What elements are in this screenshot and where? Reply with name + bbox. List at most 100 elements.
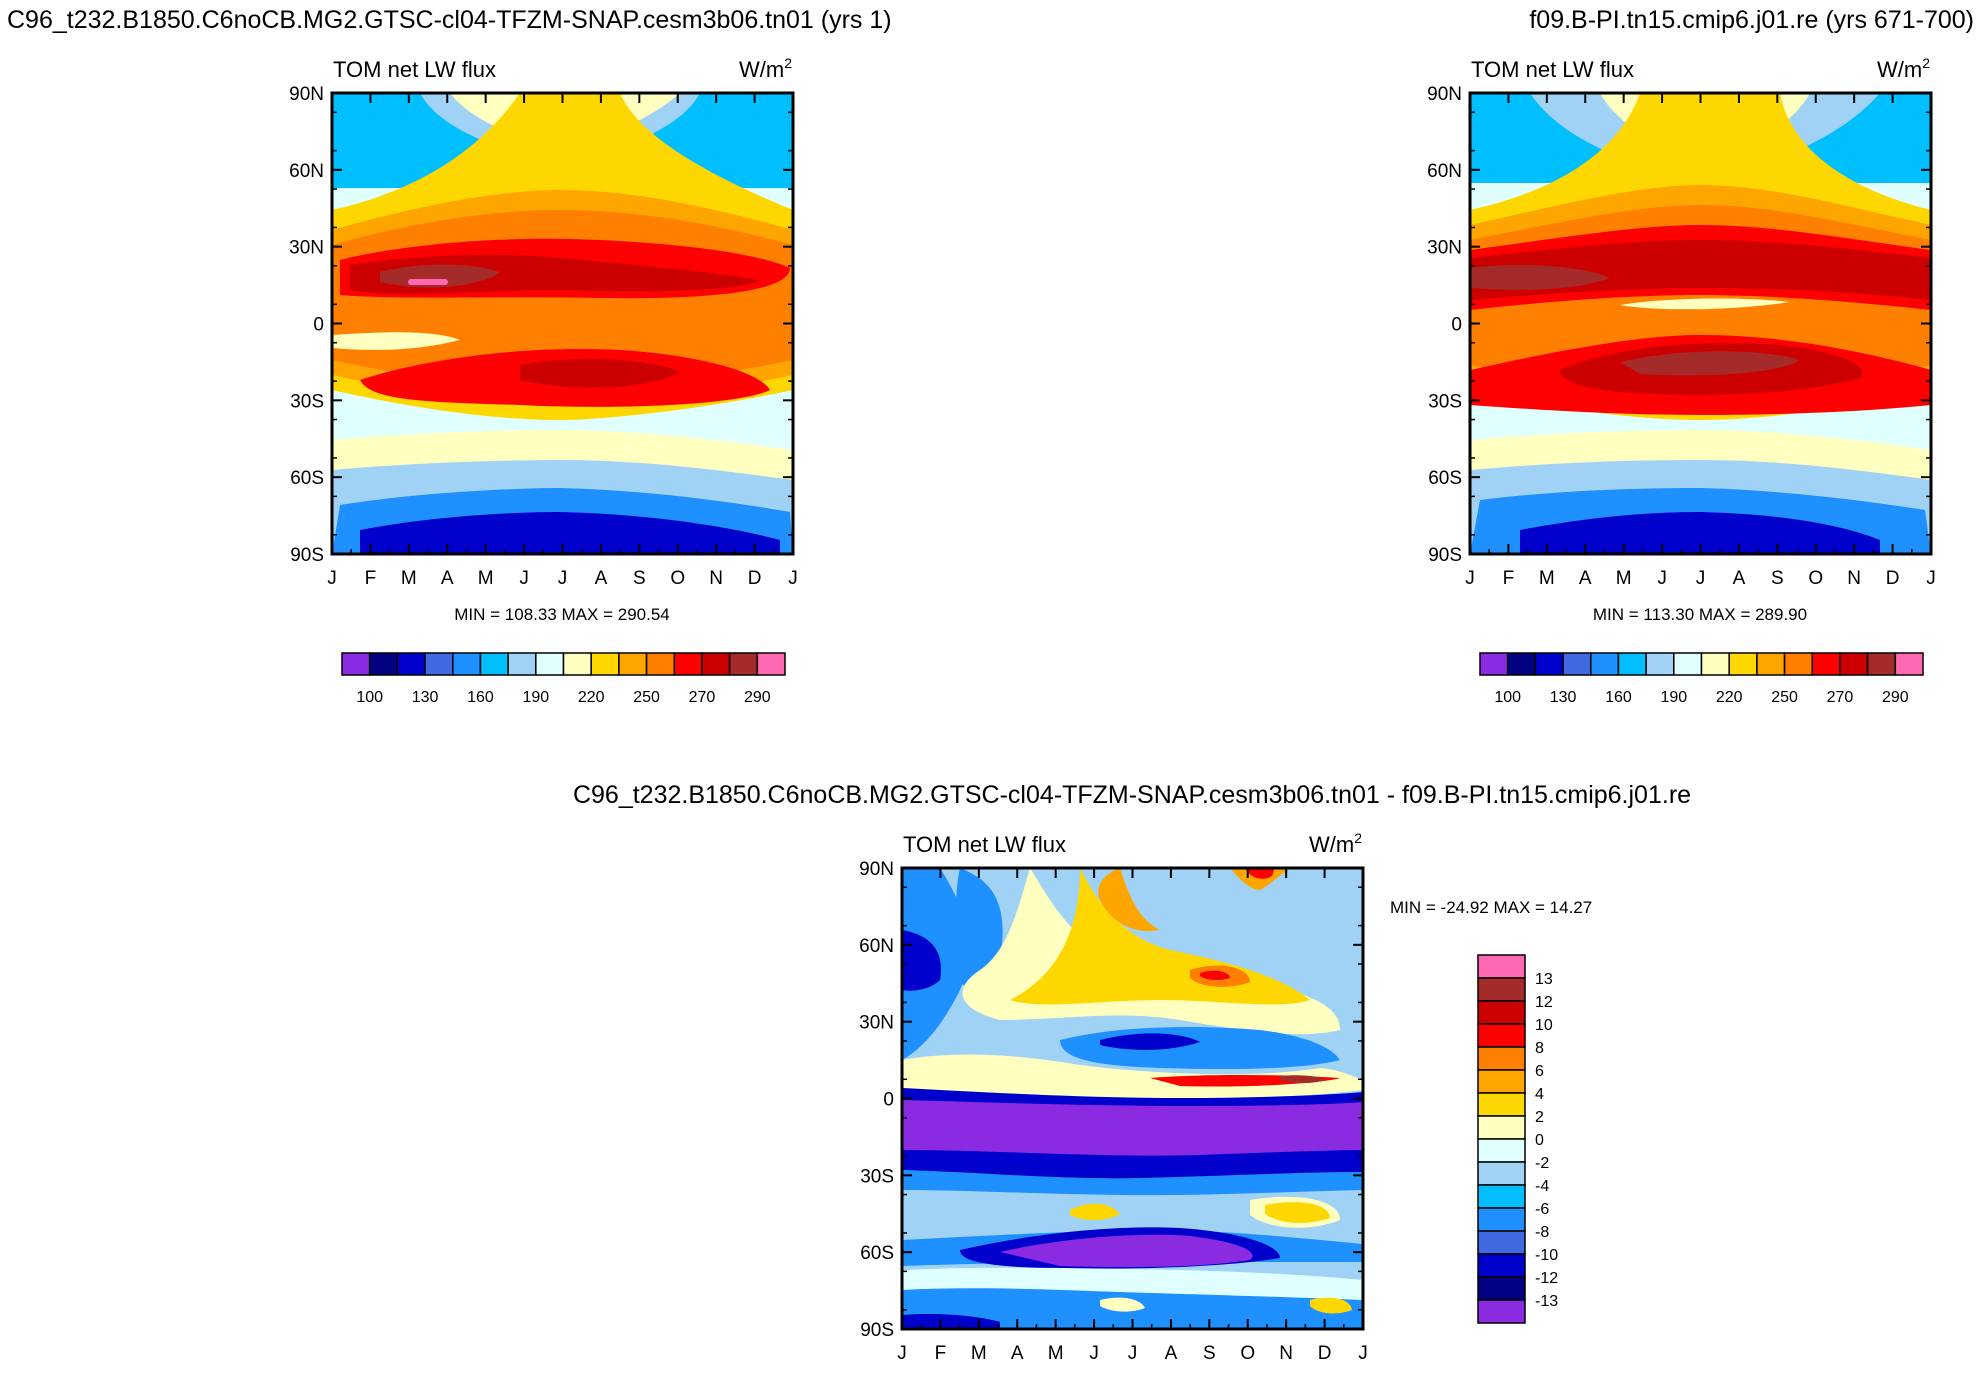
- band-diff-14: [902, 1054, 1363, 1099]
- panel-diff-ticks: J F M A M J J A S O N D J 90N 60N 30N 0 30S 60S 90S: [859, 859, 1368, 1364]
- band-diff-21: [1070, 1203, 1120, 1221]
- panel-left-variable: TOM net LW flux: [333, 57, 496, 82]
- colorbar-label-diff-6: 2: [1535, 1109, 1544, 1126]
- colorbar-swatch-left-15: [756, 652, 786, 676]
- band-right-18: [1520, 512, 1880, 554]
- colorbar-swatch-diff-14: [1477, 1276, 1526, 1301]
- colorbar-swatch-right-13: [1839, 652, 1869, 676]
- colorbar-label-left-7: 290: [744, 689, 771, 706]
- colorbar-swatch-diff-13: [1477, 1253, 1526, 1278]
- colorbar-label-left-1: 130: [412, 689, 439, 706]
- colorbar-swatch-left-10: [618, 652, 648, 676]
- colorbar-label-diff-3: 8: [1535, 1040, 1544, 1057]
- band-left-11: [408, 279, 448, 285]
- colorbar-swatch-diff-11: [1477, 1207, 1526, 1232]
- colorbar-label-left-2: 160: [467, 689, 494, 706]
- colorbar-swatch-right-8: [1700, 652, 1730, 676]
- colorbar-label-right-1: 130: [1550, 689, 1577, 706]
- band-diff-31: [902, 1313, 1000, 1329]
- band-left-14: [520, 359, 680, 388]
- colorbar-label-left-4: 220: [578, 689, 605, 706]
- x-tick-label-diff-3: A: [1011, 1343, 1024, 1364]
- colorbar-swatch-right-1: [1506, 652, 1537, 676]
- colorbar-label-right-2: 160: [1605, 689, 1632, 706]
- y-tick-label-left-1: 60N: [289, 161, 324, 182]
- panel-diff-plot: [902, 868, 1363, 1329]
- x-tick-label-right-2: M: [1539, 568, 1555, 589]
- colorbar-swatch-diff-5: [1477, 1069, 1526, 1094]
- x-tick-label-diff-6: J: [1128, 1343, 1138, 1364]
- colorbar-swatch-right-11: [1783, 652, 1813, 676]
- colorbar-swatch-right-6: [1645, 652, 1675, 676]
- x-tick-label-left-7: A: [595, 568, 608, 589]
- colorbar-label-right-0: 100: [1494, 689, 1521, 706]
- colorbar-swatch-left-5: [479, 652, 509, 676]
- colorbar-swatch-right-4: [1590, 652, 1620, 676]
- band-diff-7: [1098, 868, 1160, 931]
- colorbar-swatch-left-9: [590, 652, 620, 676]
- x-tick-label-left-3: A: [441, 568, 454, 589]
- colorbar-label-diff-12: -10: [1535, 1247, 1558, 1264]
- x-tick-label-right-7: A: [1733, 568, 1746, 589]
- band-diff-10: [1230, 868, 1290, 890]
- x-tick-label-left-8: S: [633, 568, 646, 589]
- colorbar-swatch-diff-1: [1477, 977, 1526, 1002]
- colorbar-label-diff-9: -4: [1535, 1178, 1549, 1195]
- x-tick-label-diff-8: S: [1203, 1343, 1216, 1364]
- x-tick-label-right-10: N: [1847, 568, 1861, 589]
- x-tick-label-right-11: D: [1886, 568, 1900, 589]
- colorbar-label-right-4: 220: [1716, 689, 1743, 706]
- colorbar-swatch-right-15: [1894, 652, 1924, 676]
- colorbar-swatch-left-0: [341, 652, 371, 676]
- colorbar-label-diff-14: -13: [1535, 1293, 1558, 1310]
- x-tick-label-right-3: A: [1579, 568, 1592, 589]
- band-diff-26: [1000, 1234, 1253, 1268]
- colorbar-swatch-diff-10: [1477, 1184, 1526, 1209]
- panel-left-units: W/m2: [739, 55, 792, 82]
- y-tick-label-diff-1: 60N: [859, 936, 894, 957]
- x-tick-label-diff-4: M: [1048, 1343, 1064, 1364]
- x-tick-label-right-5: J: [1657, 568, 1667, 589]
- y-tick-label-diff-0: 90N: [859, 859, 894, 880]
- y-tick-label-diff-6: 90S: [860, 1320, 894, 1341]
- colorbar-swatch-right-3: [1562, 652, 1592, 676]
- colorbar-label-diff-10: -6: [1535, 1201, 1549, 1218]
- colorbar-label-diff-13: -12: [1535, 1270, 1558, 1287]
- x-tick-label-diff-5: J: [1089, 1343, 1099, 1364]
- colorbar-label-right-7: 290: [1882, 689, 1909, 706]
- band-diff-16: [1280, 1075, 1326, 1083]
- band-right-11: [1620, 298, 1790, 310]
- x-tick-label-diff-0: J: [897, 1343, 907, 1364]
- colorbar-swatch-left-2: [396, 652, 426, 676]
- colorbar-label-diff-4: 6: [1535, 1063, 1544, 1080]
- y-tick-label-right-0: 90N: [1427, 84, 1462, 105]
- y-tick-label-diff-5: 60S: [860, 1243, 894, 1264]
- y-tick-label-right-4: 30S: [1428, 391, 1462, 412]
- panel-right-variable: TOM net LW flux: [1471, 57, 1634, 82]
- colorbar-swatch-right-14: [1866, 652, 1897, 676]
- colorbar-swatch-left-4: [452, 652, 482, 676]
- colorbar-label-diff-7: 0: [1535, 1132, 1544, 1149]
- colorbar-swatch-left-7: [535, 652, 565, 676]
- y-tick-label-right-2: 30N: [1427, 238, 1462, 259]
- colorbar-label-diff-0: 13: [1535, 971, 1553, 988]
- panel-left-colorbar: 100 130 160 190 220 250 270 290: [341, 652, 786, 706]
- x-tick-label-diff-11: D: [1318, 1343, 1332, 1364]
- panel-left-title: C96_t232.B1850.C6noCB.MG2.GTSC-cl04-TFZM…: [7, 6, 892, 34]
- panel-diff-colorbar: 13 12 10 8 6 4 2 0 -2 -4 -6 -8 -10 -12 -13: [1477, 954, 1558, 1324]
- y-tick-label-diff-4: 30S: [860, 1166, 894, 1187]
- x-tick-label-diff-1: F: [935, 1343, 947, 1364]
- y-tick-label-left-2: 30N: [289, 238, 324, 259]
- x-tick-label-right-9: O: [1808, 568, 1823, 589]
- band-diff-23: [1265, 1202, 1330, 1223]
- x-tick-label-left-0: J: [327, 568, 337, 589]
- panel-diff: C96_t232.B1850.C6noCB.MG2.GTSC-cl04-TFZM…: [573, 781, 1691, 1364]
- band-diff-13: [1100, 1033, 1200, 1050]
- y-tick-label-left-0: 90N: [289, 84, 324, 105]
- colorbar-swatch-left-11: [645, 652, 675, 676]
- colorbar-label-diff-8: -2: [1535, 1155, 1549, 1172]
- colorbar-swatch-right-10: [1756, 652, 1786, 676]
- x-tick-label-left-6: J: [558, 568, 568, 589]
- colorbar-label-diff-2: 10: [1535, 1017, 1553, 1034]
